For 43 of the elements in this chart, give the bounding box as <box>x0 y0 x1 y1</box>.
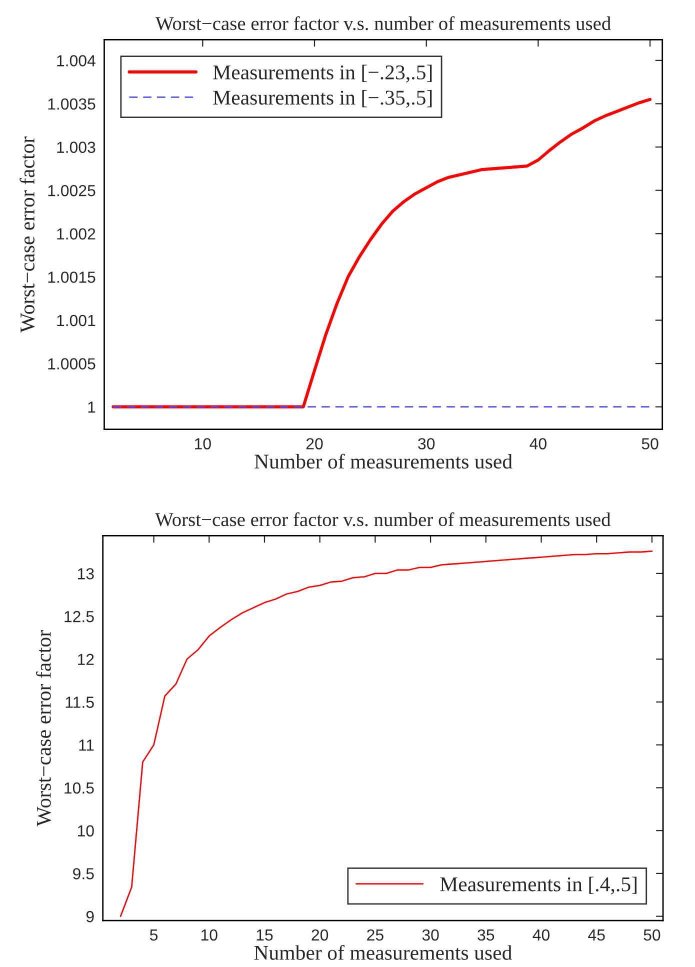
y-tick-label: 10 <box>78 825 94 837</box>
y-tick-label: 1.002 <box>57 228 96 240</box>
y-tick-label: 1.003 <box>57 142 96 153</box>
chart-title: Worst−case error factor v.s. number of measurements used <box>155 512 611 526</box>
y-axis-title: Worst−case error factor <box>20 136 35 333</box>
x-axis-title: Number of measurements used <box>254 944 512 960</box>
y-tick-label: 12 <box>78 654 94 665</box>
x-tick-label: 35 <box>478 929 494 941</box>
legend-label: Measurements in [−.23,.5] <box>213 64 432 82</box>
y-tick-label: 11 <box>79 740 94 751</box>
chart-title: Worst−case error factor v.s. number of measurements used <box>155 16 611 30</box>
line-series <box>120 550 653 917</box>
y-tick-label: 1.0035 <box>48 98 96 110</box>
y-tick-label: 1.0005 <box>48 358 96 370</box>
y-tick-label: 1.0025 <box>48 184 96 196</box>
y-tick-label: 13 <box>78 568 94 580</box>
x-tick-label: 30 <box>418 438 435 450</box>
x-tick-label: 40 <box>532 929 550 941</box>
x-tick-label: 15 <box>256 930 273 941</box>
x-tick-label: 25 <box>367 929 384 941</box>
y-tick-label: 12.5 <box>64 610 94 622</box>
x-tick-label: 30 <box>422 929 439 941</box>
x-tick-label: 20 <box>312 929 328 941</box>
x-tick-label: 50 <box>642 438 658 450</box>
y-tick-label: 9 <box>86 910 94 922</box>
x-axis-title: Number of measurements used <box>254 454 512 469</box>
y-tick-label: 1 <box>88 402 96 413</box>
legend-label: Measurements in [−.35,.5] <box>213 90 432 108</box>
y-axis-title: Worst−case error factor <box>36 630 51 826</box>
y-tick-label: 1.0015 <box>48 272 96 283</box>
x-tick-label: 40 <box>530 438 546 450</box>
x-tick-label: 10 <box>201 929 218 941</box>
y-tick-label: 10.5 <box>64 782 94 794</box>
x-tick-label: 20 <box>306 438 323 450</box>
y-tick-label: 1.001 <box>57 314 96 326</box>
legend-label: Measurements in [.4,.5] <box>440 876 636 894</box>
y-tick-label: 1.004 <box>57 55 96 66</box>
x-tick-label: 45 <box>588 930 605 941</box>
x-tick-label: 5 <box>150 930 158 941</box>
x-tick-label: 10 <box>195 438 211 450</box>
y-tick-label: 9.5 <box>73 868 94 880</box>
x-tick-label: 50 <box>644 929 660 941</box>
y-tick-label: 11.5 <box>66 696 94 708</box>
